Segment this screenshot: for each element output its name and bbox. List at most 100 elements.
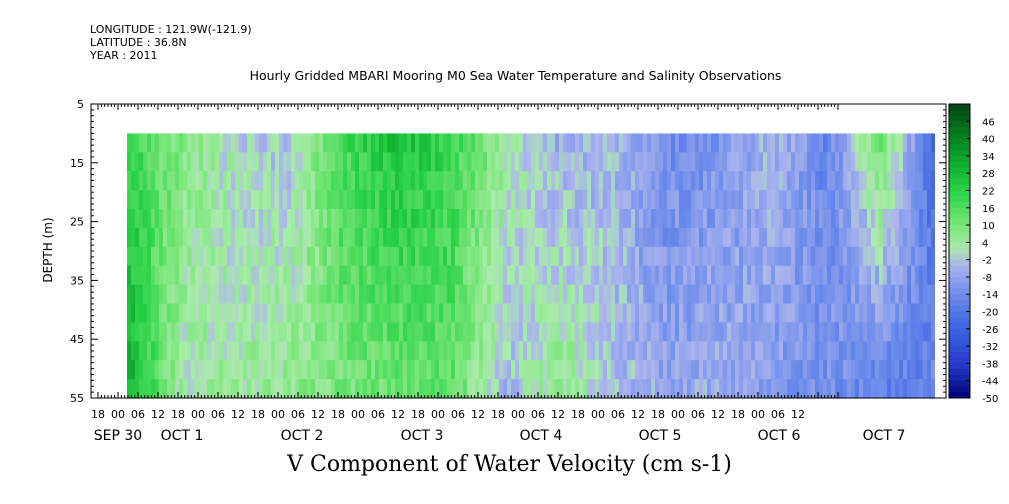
heatmap-cell [899,322,903,342]
heatmap-cell [591,322,595,342]
heatmap-cell [467,341,471,361]
heatmap-cell [711,360,715,380]
heatmap-cell [915,379,919,399]
heatmap-cell [171,246,175,267]
heatmap-cell [407,360,411,380]
heatmap-cell [419,209,423,229]
heatmap-cell [911,227,915,248]
heatmap-cell [891,265,895,286]
heatmap-cell [579,133,583,153]
heatmap-cell [571,190,575,210]
heatmap-cell [423,171,427,191]
heatmap-cell [863,133,867,153]
heatmap-cell [247,209,251,229]
heatmap-cell [347,246,351,267]
heatmap-cell [779,265,783,286]
heatmap-cell [223,379,227,399]
heatmap-cell [419,171,423,191]
heatmap-cell [559,379,563,399]
heatmap-cell [719,341,723,361]
heatmap-cell [783,152,787,172]
heatmap-cell [631,246,635,267]
colorbar-label: -32 [982,342,998,353]
heatmap-cell [887,227,891,248]
heatmap-cell [859,379,863,399]
heatmap-cell [671,133,675,153]
heatmap-cell [699,265,703,286]
heatmap-cell [503,303,507,323]
heatmap-cell [783,360,787,380]
heatmap-cell [391,341,395,361]
heatmap-cell [615,360,619,380]
heatmap-cell [759,284,763,305]
heatmap-cell [131,360,135,380]
heatmap-cell [807,246,811,267]
heatmap-cell [531,246,535,267]
heatmap-cell [271,171,275,191]
heatmap-cell [831,171,835,191]
heatmap-cell [871,322,875,342]
heatmap-cell [423,284,427,305]
heatmap-cell [791,341,795,361]
heatmap-cell [523,246,527,267]
heatmap-cell [507,379,511,399]
heatmap-cell [791,152,795,172]
heatmap-cell [215,322,219,342]
heatmap-cell [779,227,783,248]
heatmap-cell [527,133,531,153]
heatmap-cell [679,246,683,267]
heatmap-cell [623,284,627,305]
heatmap-cell [675,190,679,210]
heatmap-cell [307,171,311,191]
heatmap-cell [659,341,663,361]
heatmap-cell [399,360,403,380]
heatmap-cell [739,171,743,191]
heatmap-cell [927,171,931,191]
heatmap-cell [555,284,559,305]
heatmap-cell [435,227,439,248]
heatmap-cell [807,360,811,380]
heatmap-cell [419,152,423,172]
heatmap-cell [207,284,211,305]
heatmap-cell [323,246,327,267]
heatmap-cell [191,133,195,153]
heatmap-cell [347,133,351,153]
heatmap-cell [743,171,747,191]
heatmap-cell [411,171,415,191]
heatmap-cell [903,209,907,229]
heatmap-cell [363,322,367,342]
colorbar-label: 10 [982,221,995,232]
heatmap-cell [851,360,855,380]
heatmap-cell [395,322,399,342]
heatmap-cell [667,227,671,248]
heatmap-cell [783,303,787,323]
heatmap-cell [443,227,447,248]
heatmap-cell [207,322,211,342]
heatmap-cell [795,171,799,191]
heatmap-cell [303,190,307,210]
heatmap-cell [751,171,755,191]
heatmap-cell [599,360,603,380]
heatmap-cell [751,360,755,380]
heatmap-cell [931,152,935,172]
heatmap-cell [311,265,315,286]
heatmap-cell [819,171,823,191]
heatmap-cell [371,171,375,191]
heatmap-cell [887,133,891,153]
heatmap-cell [411,341,415,361]
heatmap-cell [763,360,767,380]
heatmap-cell [427,227,431,248]
heatmap-cell [143,284,147,305]
heatmap-cell [615,341,619,361]
heatmap-cell [747,303,751,323]
colorbar-band [949,236,970,243]
heatmap-cell [267,341,271,361]
heatmap-cell [819,341,823,361]
heatmap-cell [363,171,367,191]
heatmap-cell [635,133,639,153]
heatmap-cell [915,227,919,248]
heatmap-cell [575,209,579,229]
heatmap-cell [879,341,883,361]
heatmap-cell [387,209,391,229]
heatmap-cell [567,303,571,323]
